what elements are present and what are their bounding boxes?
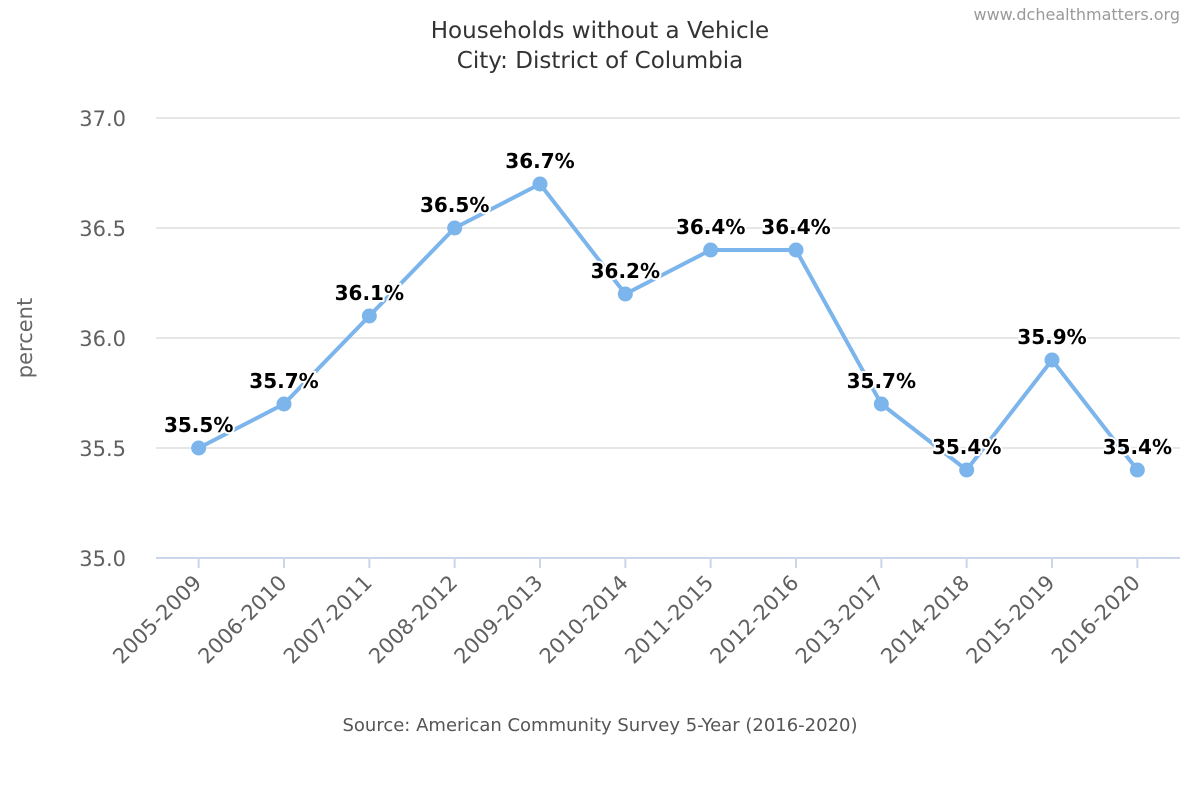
data-point[interactable]: [276, 396, 292, 412]
y-tick-label: 36.5: [79, 217, 126, 241]
y-axis-label: percent: [13, 298, 37, 378]
data-point[interactable]: [191, 440, 207, 456]
credit-link[interactable]: www.dchealthmatters.org: [974, 5, 1181, 24]
x-tick-label: 2009-2013: [450, 571, 548, 669]
y-tick-label: 37.0: [79, 107, 126, 131]
data-point[interactable]: [532, 176, 548, 192]
x-tick-label: 2013-2017: [791, 571, 889, 669]
x-tick-label: 2015-2019: [962, 571, 1060, 669]
chart-subtitle: City: District of Columbia: [457, 48, 743, 74]
x-tick-label: 2006-2010: [194, 571, 292, 669]
data-point[interactable]: [873, 396, 889, 412]
x-tick-label: 2008-2012: [364, 571, 462, 669]
series-line: [197, 182, 1139, 472]
data-label: 36.5%: [420, 193, 489, 217]
data-point[interactable]: [788, 242, 804, 258]
data-point[interactable]: [1044, 352, 1060, 368]
y-tick-label: 35.0: [79, 547, 126, 571]
data-label: 35.4%: [1103, 435, 1172, 459]
data-label: 36.7%: [505, 149, 574, 173]
y-tick-label: 35.5: [79, 437, 126, 461]
source-note: Source: American Community Survey 5-Year…: [342, 715, 857, 736]
data-labels: 35.5% 35.7% 36.1% 36.5% 36.7% 36.2% 36.4% 36.4%…: [162, 147, 1174, 461]
x-tick-label: 2011-2015: [620, 571, 718, 669]
data-label: 35.7%: [847, 369, 916, 393]
x-tick-label: 2005-2009: [108, 571, 206, 669]
data-points: [191, 176, 1145, 478]
data-point[interactable]: [1129, 462, 1145, 478]
x-tick-label: 2007-2011: [279, 571, 377, 669]
data-point[interactable]: [361, 308, 377, 324]
data-point[interactable]: [617, 286, 633, 302]
x-axis-ticks: 2005-20092006-20102007-20112008-20122009…: [108, 558, 1145, 668]
x-tick-label: 2010-2014: [535, 571, 633, 669]
chart-title: Households without a Vehicle: [431, 18, 769, 44]
series-line-group: [197, 182, 1139, 472]
data-label: 36.2%: [591, 259, 660, 283]
data-label: 35.7%: [249, 369, 318, 393]
data-label: 35.5%: [164, 413, 233, 437]
x-tick-label: 2014-2018: [876, 571, 974, 669]
data-point[interactable]: [447, 220, 463, 236]
y-axis-ticks: 35.0 35.5 36.0 36.5 37.0: [79, 107, 126, 571]
data-label: 36.4%: [761, 215, 830, 239]
data-label: 36.4%: [676, 215, 745, 239]
data-label: 35.9%: [1017, 325, 1086, 349]
data-label: 36.1%: [335, 281, 404, 305]
x-tick-label: 2016-2020: [1047, 571, 1145, 669]
gridlines: [156, 117, 1180, 559]
data-point[interactable]: [703, 242, 719, 258]
data-point[interactable]: [959, 462, 975, 478]
y-tick-label: 36.0: [79, 327, 126, 351]
data-label: 35.4%: [932, 435, 1001, 459]
x-tick-label: 2012-2016: [706, 571, 804, 669]
